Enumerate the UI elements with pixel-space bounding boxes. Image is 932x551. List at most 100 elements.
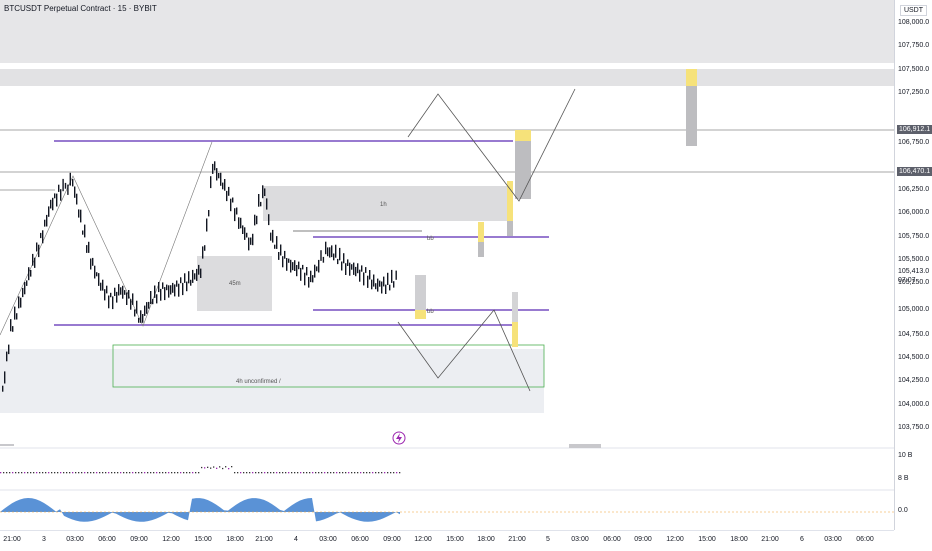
volume-scale-bottom: 8 B xyxy=(898,475,909,482)
candle xyxy=(172,282,174,293)
candle xyxy=(4,371,6,384)
candle xyxy=(148,301,150,309)
last-price-label: 105,413.0 xyxy=(898,268,930,275)
volume-dot xyxy=(327,472,329,474)
bb-upper-label: bb xyxy=(427,236,434,242)
volume-dot xyxy=(351,472,353,474)
candle xyxy=(256,215,258,225)
box-gray-b xyxy=(478,242,484,257)
candle xyxy=(60,189,62,201)
candle xyxy=(166,284,168,291)
candle xyxy=(252,233,254,246)
price-axis[interactable]: USDT 108,000.0 107,750.0 107,500.0 107,250.… xyxy=(894,0,932,530)
candle xyxy=(369,270,371,280)
volume-dot xyxy=(321,472,323,474)
volume-dot xyxy=(147,472,149,474)
candle xyxy=(226,190,228,202)
candle xyxy=(310,270,312,283)
chart-plot-area[interactable]: 1h 45m 4h unconfirmed / bb bb xyxy=(0,0,894,550)
volume-dot xyxy=(168,472,170,474)
volume-dot xyxy=(264,472,266,474)
candle xyxy=(154,285,156,298)
candle xyxy=(322,256,325,263)
volume-dot xyxy=(360,472,362,474)
candle xyxy=(98,273,100,286)
volume-dot xyxy=(273,472,275,474)
volume-dot xyxy=(252,472,254,474)
bearish-projection xyxy=(397,309,531,392)
candle xyxy=(56,193,58,207)
candle xyxy=(110,292,112,298)
candle xyxy=(320,250,322,261)
currency-badge[interactable]: USDT xyxy=(899,5,927,16)
candle xyxy=(160,288,162,301)
volume-dot xyxy=(3,472,5,474)
candle xyxy=(32,253,34,266)
price-tick: 108,000.0 xyxy=(898,19,930,26)
time-axis[interactable]: 21:00 3 03:00 06:00 09:00 12:00 15:00 18:00 21:0… xyxy=(0,530,894,551)
time-tick: 5 xyxy=(546,536,550,543)
candle xyxy=(232,197,234,203)
volume-dot xyxy=(324,472,326,474)
time-tick: 06:00 xyxy=(351,536,369,543)
volume-dot xyxy=(126,472,128,474)
volume-dot xyxy=(33,472,35,474)
candle xyxy=(108,295,110,309)
volume-dot xyxy=(222,467,224,470)
zone-45m-label: 45m xyxy=(229,281,241,287)
volume-dot xyxy=(90,472,92,474)
volume-dot xyxy=(21,472,23,474)
time-tick: 03:00 xyxy=(571,536,589,543)
candle xyxy=(16,313,18,320)
zone-1h xyxy=(263,186,511,221)
time-tick: 03:00 xyxy=(319,536,337,543)
candle xyxy=(186,281,188,292)
time-tick: 03:00 xyxy=(66,536,84,543)
candle xyxy=(82,230,84,235)
candle xyxy=(198,264,200,275)
candle xyxy=(224,179,226,191)
candle xyxy=(194,273,196,280)
bb-lower-label: bb xyxy=(427,309,434,315)
volume-dot xyxy=(387,472,389,474)
candle xyxy=(46,214,48,227)
candle xyxy=(126,292,128,305)
volume-dot xyxy=(162,472,164,474)
candle xyxy=(84,224,86,238)
candle xyxy=(296,265,298,277)
candle xyxy=(304,272,306,286)
candle xyxy=(343,253,345,264)
candle xyxy=(120,287,122,295)
candle xyxy=(308,277,310,288)
candle xyxy=(50,199,52,209)
candle xyxy=(339,247,341,261)
volume-dot xyxy=(255,472,257,474)
candle xyxy=(114,287,116,296)
volume-dot xyxy=(84,472,86,474)
volume-dot xyxy=(396,472,398,474)
candle xyxy=(44,219,46,227)
zone-1h-label: 1h xyxy=(380,202,387,208)
volume-dot xyxy=(330,472,332,474)
volume-dot xyxy=(60,472,62,474)
candle xyxy=(176,280,178,287)
volume-dot xyxy=(204,467,206,469)
candle xyxy=(216,168,218,181)
candle xyxy=(100,282,102,291)
lightning-icon[interactable] xyxy=(392,431,406,445)
price-tick: 105,250.0 xyxy=(898,279,930,286)
volume-dot xyxy=(39,472,41,474)
volume-dot xyxy=(189,472,191,474)
volume-dot xyxy=(219,466,221,468)
volume-dot xyxy=(291,472,293,474)
candle xyxy=(351,264,353,270)
volume-dot xyxy=(243,472,245,474)
candle xyxy=(290,259,292,273)
candle xyxy=(214,161,216,171)
volume-dot xyxy=(192,472,194,474)
box-yellow-e xyxy=(515,130,531,141)
level-label-high: 106,912.1 xyxy=(897,125,932,134)
candle xyxy=(52,197,54,211)
box-yellow-d xyxy=(512,322,518,347)
